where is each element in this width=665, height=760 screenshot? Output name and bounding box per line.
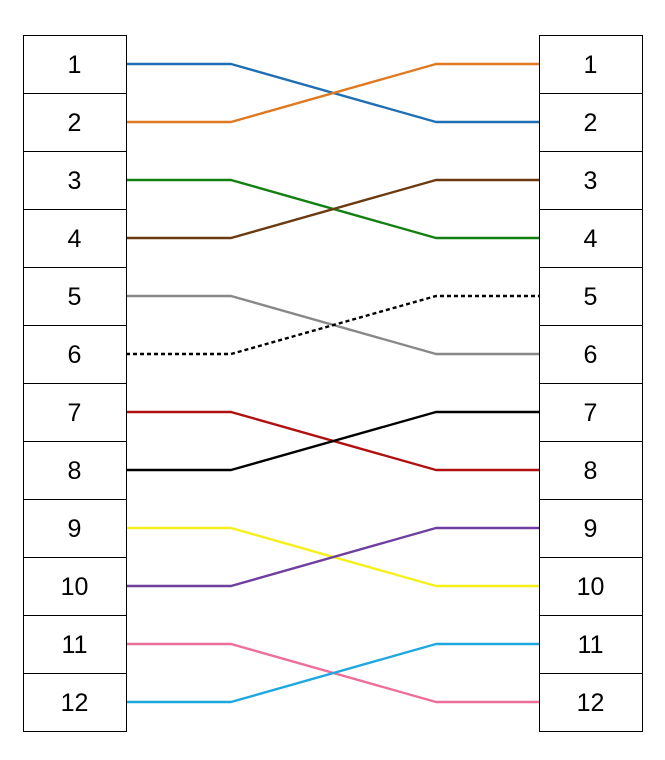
wire-12-to-11 <box>126 642 539 704</box>
right-pin-3: 3 <box>539 151 643 210</box>
right-pin-2: 2 <box>539 93 643 152</box>
left-pin-6: 6 <box>23 325 127 384</box>
left-pin-8: 8 <box>23 441 127 500</box>
right-pin-label: 6 <box>584 341 598 369</box>
right-pin-4: 4 <box>539 209 643 268</box>
left-pin-label: 8 <box>68 457 82 485</box>
left-pin-box <box>23 325 127 384</box>
wire-6-to-5 <box>126 294 539 356</box>
left-pin-3: 3 <box>23 151 127 210</box>
left-pin-box <box>23 151 127 210</box>
right-pin-box <box>539 209 643 268</box>
right-pin-box <box>539 35 643 94</box>
right-pin-box <box>539 383 643 442</box>
right-pin-6: 6 <box>539 325 643 384</box>
right-pin-box <box>539 151 643 210</box>
right-pin-label: 2 <box>584 109 598 137</box>
left-pin-box <box>23 615 127 674</box>
right-pin-label: 1 <box>584 51 598 79</box>
left-pin-box <box>23 209 127 268</box>
right-pin-label: 3 <box>584 167 598 195</box>
right-pin-label: 11 <box>578 631 604 659</box>
right-pin-box <box>539 499 643 558</box>
right-pin-label: 10 <box>577 573 605 601</box>
left-pin-box <box>23 441 127 500</box>
left-pin-box <box>23 673 127 732</box>
right-pin-11: 11 <box>539 615 643 674</box>
left-pin-1: 1 <box>23 35 127 94</box>
right-pin-box <box>539 673 643 732</box>
left-pin-label: 11 <box>62 631 88 659</box>
right-pin-9: 9 <box>539 499 643 558</box>
left-pin-box <box>23 383 127 442</box>
right-pin-10: 10 <box>539 557 643 616</box>
left-pin-box <box>23 93 127 152</box>
right-pin-box <box>539 441 643 500</box>
right-pin-label: 7 <box>584 399 598 427</box>
left-pin-label: 3 <box>68 167 82 195</box>
left-pin-label: 4 <box>68 225 82 253</box>
right-pin-label: 12 <box>577 689 605 717</box>
right-pin-box <box>539 615 643 674</box>
right-pin-box <box>539 267 643 326</box>
wire-8-to-7 <box>126 410 539 472</box>
left-pin-label: 6 <box>68 341 82 369</box>
left-pin-5: 5 <box>23 267 127 326</box>
right-pin-box <box>539 325 643 384</box>
wire-2-to-1 <box>126 62 539 124</box>
left-pin-12: 12 <box>23 673 127 732</box>
right-pin-7: 7 <box>539 383 643 442</box>
left-pin-label: 12 <box>61 689 89 717</box>
left-pin-9: 9 <box>23 499 127 558</box>
left-pin-4: 4 <box>23 209 127 268</box>
right-pin-label: 9 <box>584 515 598 543</box>
wire-10-to-9 <box>126 526 539 588</box>
wires <box>126 62 539 704</box>
left-pin-label: 2 <box>68 109 82 137</box>
right-pin-label: 5 <box>584 283 598 311</box>
wire-4-to-3 <box>126 178 539 240</box>
left-pin-7: 7 <box>23 383 127 442</box>
right-pin-box <box>539 93 643 152</box>
right-pin-5: 5 <box>539 267 643 326</box>
right-pin-12: 12 <box>539 673 643 732</box>
left-pin-2: 2 <box>23 93 127 152</box>
left-pin-label: 7 <box>68 399 82 427</box>
right-pin-8: 8 <box>539 441 643 500</box>
left-pin-label: 10 <box>61 573 89 601</box>
left-pin-10: 10 <box>23 557 127 616</box>
left-pin-box <box>23 267 127 326</box>
right-pin-label: 4 <box>584 225 598 253</box>
left-pin-11: 11 <box>23 615 127 674</box>
left-pin-label: 9 <box>68 515 82 543</box>
right-pin-box <box>539 557 643 616</box>
right-pin-1: 1 <box>539 35 643 94</box>
right-pin-label: 8 <box>584 457 598 485</box>
left-pin-label: 1 <box>68 51 82 79</box>
left-pin-label: 5 <box>68 283 82 311</box>
left-pin-box <box>23 557 127 616</box>
